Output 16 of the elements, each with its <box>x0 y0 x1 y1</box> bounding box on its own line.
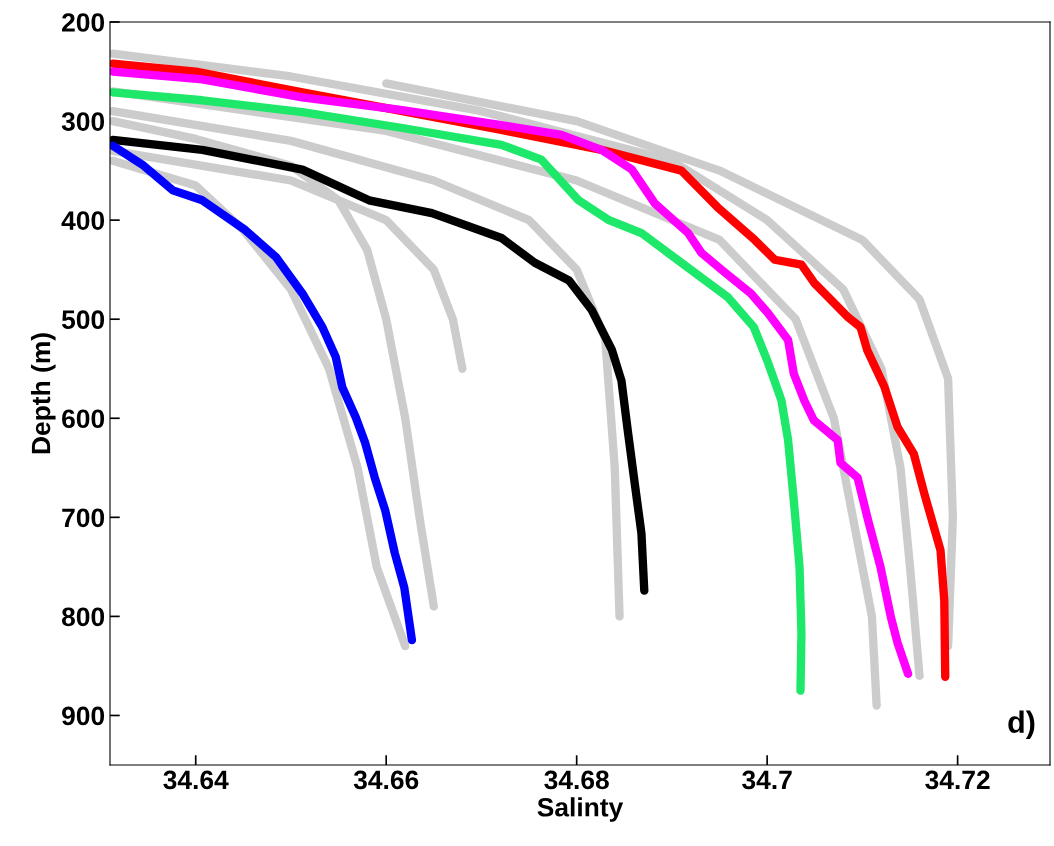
y-tick-label: 400 <box>61 211 105 230</box>
x-tick-label: 34.72 <box>925 770 990 790</box>
y-tick-label: 500 <box>61 310 105 330</box>
y-tick-label: 600 <box>62 409 105 429</box>
x-tick-label: 34.68 <box>544 770 609 790</box>
y-tick-label: 700 <box>62 508 105 528</box>
annotation: d) <box>1008 710 1035 739</box>
y-tick-label: 900 <box>62 706 105 726</box>
y-axis-title: Depth (m) <box>30 333 56 454</box>
x-tick-label: 34.64 <box>163 770 229 790</box>
x-axis-title: Salinty <box>537 797 624 822</box>
y-tick-label: 200 <box>62 13 105 32</box>
y-tick-label: 800 <box>61 607 105 627</box>
x-tick-label: 34.66 <box>353 770 419 790</box>
x-tick-label: 34.7 <box>742 770 792 790</box>
y-tick-label: 300 <box>61 112 105 131</box>
